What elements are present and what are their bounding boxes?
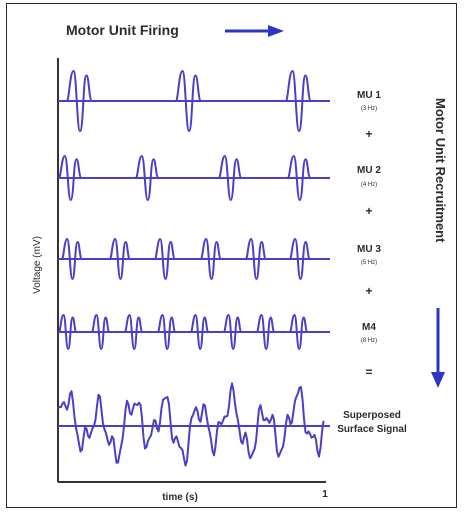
mu3-spike-6	[289, 238, 311, 280]
mu2-spike-4	[287, 155, 312, 201]
mu1-spike-2	[175, 70, 202, 132]
mu4-spike-2	[91, 314, 111, 350]
mu4-spike-4	[157, 314, 177, 350]
x-end-tick: 1	[322, 489, 328, 500]
mu4-spike-5	[190, 314, 210, 350]
mu2-spike-1	[58, 155, 83, 201]
mu2-operator: +	[365, 204, 372, 218]
mu3-spike-2	[109, 238, 131, 280]
recruitment-label: Motor Unit Recruitment	[433, 98, 448, 243]
mu4-spike-6	[223, 314, 243, 350]
mu1-spike-1	[66, 70, 93, 132]
mu4-spike-7	[256, 314, 276, 350]
mu4-spike-3	[124, 314, 144, 350]
mu2-spike-3	[218, 155, 243, 201]
header-title: Motor Unit Firing	[66, 22, 179, 38]
recruitment-arrowhead-icon	[431, 372, 445, 388]
mu1-operator: +	[365, 127, 372, 141]
mu3-spike-1	[61, 238, 83, 280]
firing-arrowhead-icon	[268, 25, 284, 37]
mu4-operator: =	[365, 365, 372, 379]
mu2-name: MU 2	[357, 165, 381, 176]
mu3-spike-5	[245, 238, 267, 280]
superposed-label-line1: Superposed	[343, 410, 401, 421]
mu3-operator: +	[365, 284, 372, 298]
mu3-spike-4	[200, 238, 222, 280]
superposed-label-line2: Surface Signal	[337, 424, 407, 435]
mu2-rate: (4 Hz)	[361, 182, 377, 188]
mu4-rate: (8 Hz)	[361, 338, 377, 344]
mu4-name: M4	[362, 322, 376, 333]
mu2-spike-2	[135, 155, 160, 201]
mu1-name: MU 1	[357, 90, 381, 101]
y-axis-label: Voltage (mV)	[32, 236, 43, 294]
mu3-spike-3	[154, 238, 176, 280]
mu4-spike-8	[289, 314, 309, 350]
mu1-rate: (3 Hz)	[361, 106, 377, 112]
superposed-signal-wave	[57, 382, 325, 467]
x-axis-label: time (s)	[162, 492, 198, 503]
mu4-spike-1	[58, 314, 78, 350]
mu1-spike-3	[285, 70, 312, 132]
mu3-rate: (5 Hz)	[361, 260, 377, 266]
mu3-name: MU 3	[357, 244, 381, 255]
